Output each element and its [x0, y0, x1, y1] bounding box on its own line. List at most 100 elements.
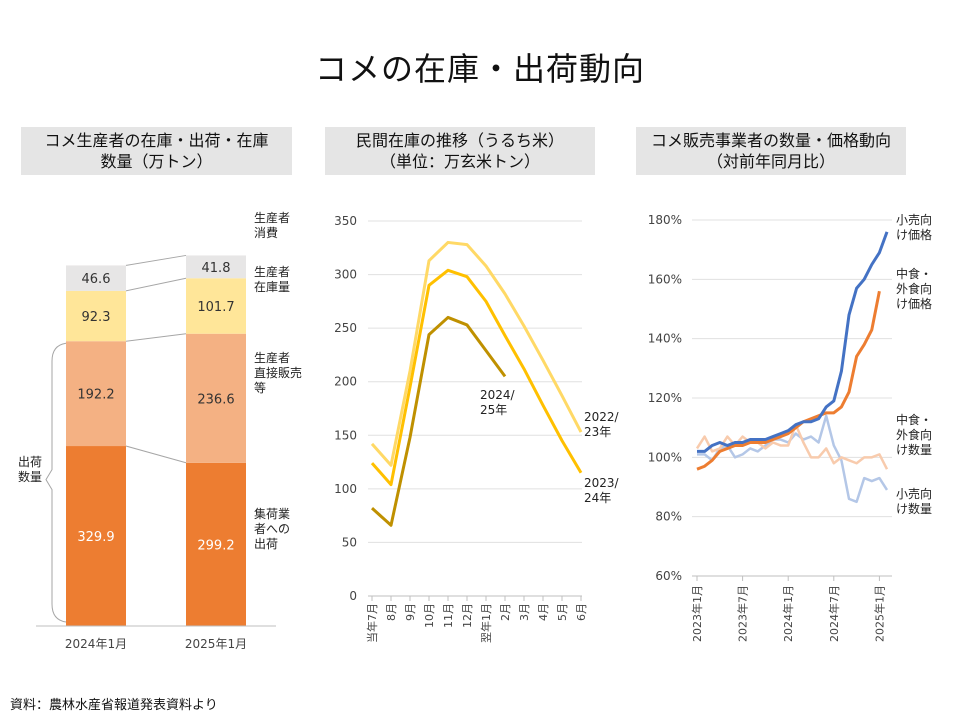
- x-category-label: 2025年1月: [185, 637, 247, 651]
- y-tick-label: 120%: [648, 391, 682, 405]
- bar-value-label: 329.9: [77, 530, 114, 545]
- y-tick-label: 80%: [655, 510, 682, 524]
- panel-header-line2: （対前年同月比）: [706, 152, 835, 171]
- series-line: [696, 290, 881, 471]
- series-line: [370, 315, 507, 527]
- series-line: [695, 423, 889, 470]
- bar-value-label: 41.8: [202, 261, 231, 276]
- bar-value-label: 192.2: [77, 388, 114, 403]
- connector-line: [125, 254, 187, 266]
- y-tick-label: 160%: [648, 272, 682, 286]
- series-label: 25年: [480, 403, 507, 417]
- series-label: 2024/: [480, 388, 516, 402]
- bar-segment: [186, 278, 246, 334]
- connector-line: [125, 277, 187, 292]
- series-label: 直接販売: [254, 365, 302, 380]
- series-label: 在庫量: [254, 280, 290, 294]
- bar-segment: [186, 255, 246, 279]
- x-tick-label: 2023年1月: [690, 585, 704, 642]
- series-line: [370, 268, 583, 487]
- series-label: 小売向: [896, 212, 932, 227]
- y-tick-label: 0: [349, 589, 357, 603]
- x-category-label: 2024年1月: [65, 637, 127, 651]
- series-label: け数量: [896, 501, 932, 516]
- bar-segment: [66, 446, 126, 626]
- x-tick-label: 翌年1月: [479, 603, 493, 643]
- panel-header-sales-trend: コメ販売事業者の数量・価格動向 （対前年同月比）: [636, 127, 906, 175]
- panel-header-line2: 数量（万トン）: [100, 152, 213, 171]
- y-tick-label: 100%: [648, 450, 682, 464]
- page-title: コメの在庫・出荷動向: [314, 50, 645, 88]
- series-label: 者への: [254, 522, 290, 536]
- x-tick-label: 9月: [404, 603, 417, 621]
- y-tick-label: 250: [334, 321, 357, 335]
- bar-value-label: 299.2: [197, 538, 234, 553]
- y-tick-label: 180%: [648, 213, 682, 227]
- x-tick-label: 6月: [575, 603, 588, 621]
- series-line: [697, 231, 889, 453]
- x-tick-label: 5月: [556, 603, 569, 621]
- series-label: 2023/: [584, 476, 620, 490]
- panel-header-producer: コメ生産者の在庫・出荷・在庫 数量（万トン）: [21, 127, 292, 175]
- series-label: け数量: [896, 442, 932, 457]
- panel-header-line2: （単位：万玄米トン）: [379, 152, 540, 171]
- series-label: 外食向: [896, 281, 932, 296]
- bar-segment: [66, 290, 126, 342]
- y-tick-label: 200: [334, 375, 357, 389]
- series-label: 生産者: [254, 350, 290, 365]
- x-tick-label: 8月: [385, 603, 398, 621]
- y-tick-label: 50: [342, 535, 357, 549]
- x-tick-label: 2024年1月: [781, 585, 795, 642]
- bar-value-label: 101.7: [197, 300, 234, 315]
- x-tick-label: 当年7月: [365, 603, 379, 643]
- bracket-label: 出荷: [18, 455, 42, 469]
- x-tick-label: 2024年7月: [827, 585, 841, 642]
- x-tick-label: 2025年1月: [872, 585, 886, 642]
- series-label: 等: [254, 381, 266, 395]
- x-tick-label: 12月: [461, 603, 474, 628]
- shipment-bracket: [45, 342, 67, 623]
- series-label: 中食・: [896, 266, 932, 281]
- bracket-label: 数量: [18, 469, 42, 484]
- bar-value-label: 92.3: [82, 310, 111, 325]
- series-label: 生産者: [254, 264, 290, 279]
- panel-header-line1: コメ販売事業者の数量・価格動向: [650, 131, 891, 150]
- y-tick-label: 100: [334, 482, 357, 496]
- x-tick-label: 3月: [518, 603, 531, 621]
- y-tick-label: 300: [334, 268, 357, 282]
- connector-line: [125, 333, 187, 342]
- y-tick-label: 150: [334, 428, 357, 442]
- series-label: け価格: [896, 227, 932, 242]
- x-tick-label: 11月: [442, 603, 455, 628]
- bar-segment: [66, 341, 126, 447]
- series-label: 中食・: [896, 412, 932, 427]
- connector-line: [125, 445, 187, 464]
- y-tick-label: 140%: [648, 332, 682, 346]
- series-label: け価格: [896, 296, 932, 311]
- series-label: 2022/: [584, 410, 620, 424]
- series-label: 23年: [584, 425, 611, 439]
- x-tick-label: 10月: [423, 603, 436, 628]
- series-label: 小売向: [896, 486, 932, 501]
- bar-segment: [186, 333, 246, 463]
- panel-header-private-stock: 民間在庫の推移（うるち米） （単位：万玄米トン）: [325, 127, 595, 175]
- series-label: 消費: [254, 225, 278, 240]
- series-line: [370, 240, 583, 467]
- x-tick-label: 2月: [499, 603, 512, 621]
- x-tick-label: 4月: [537, 603, 550, 621]
- y-tick-label: 350: [334, 214, 357, 228]
- bar-segment: [186, 462, 246, 626]
- x-tick-label: 2023年7月: [736, 585, 750, 642]
- y-tick-label: 60%: [655, 569, 682, 583]
- series-label: 24年: [584, 491, 611, 505]
- series-label: 集荷業: [254, 506, 290, 521]
- source-note: 資料：農林水産省報道発表資料より: [10, 698, 218, 713]
- panel-header-line1: 民間在庫の推移（うるち米）: [355, 131, 564, 150]
- bar-value-label: 46.6: [82, 272, 111, 287]
- bar-segment: [66, 265, 126, 291]
- bar-value-label: 236.6: [197, 392, 234, 407]
- series-label: 出荷: [254, 537, 278, 551]
- series-label: 外食向: [896, 427, 932, 442]
- series-label: 生産者: [254, 210, 290, 225]
